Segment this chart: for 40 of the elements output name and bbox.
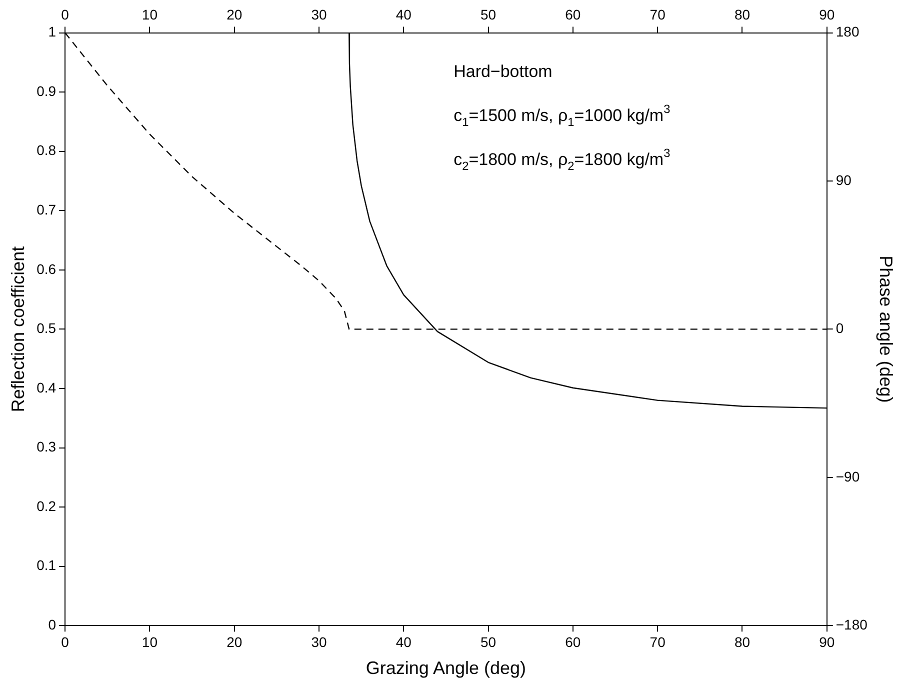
x-tick-label: 20 [226,634,242,650]
x-axis-title: Grazing Angle (deg) [366,658,526,678]
y-axis-title: Reflection coefficient [8,246,28,412]
y-tick-label: 1 [48,24,56,40]
y-tick-label: 0.1 [36,557,56,574]
y-tick-label: 0.4 [36,379,56,396]
x2-tick-label: 80 [734,6,750,22]
y-tick-label: 0.5 [36,320,56,336]
y2-tick-label: −90 [836,468,860,484]
y-tick-label: 0 [48,616,56,632]
y2-tick-label: −180 [836,616,868,632]
x2-tick-label: 50 [480,6,496,22]
y-tick-label: 0.8 [36,142,56,158]
x2-tick-label: 10 [142,6,158,22]
x2-tick-label: 40 [396,6,412,22]
x-tick-label: 30 [311,634,327,650]
y2-tick-label: 90 [836,172,852,188]
x-tick-label: 90 [819,634,835,650]
y2-axis-title: Phase angle (deg) [876,256,896,403]
x-tick-label: 80 [734,634,750,650]
annotation: Hard−bottom [454,62,552,81]
y-tick-label: 0.7 [36,202,56,218]
y-tick-label: 0.6 [36,260,56,277]
y2-tick-label: 180 [836,24,860,40]
x2-tick-label: 60 [565,6,581,22]
y-tick-label: 0.2 [36,498,56,514]
x-tick-label: 70 [650,634,666,650]
y2-tick-label: 0 [836,320,844,336]
x2-tick-label: 0 [61,6,70,22]
x-tick-label: 10 [142,634,158,650]
y-tick-label: 0.9 [36,82,56,99]
x2-tick-label: 90 [819,6,835,22]
x-tick-label: 0 [61,634,70,650]
x-tick-label: 40 [396,634,412,650]
x2-tick-label: 70 [650,6,666,22]
y-tick-label: 0.3 [36,438,56,455]
x-tick-label: 60 [565,634,581,650]
x2-tick-label: 30 [311,6,327,22]
x2-tick-label: 20 [226,6,242,22]
x-tick-label: 50 [480,634,496,650]
